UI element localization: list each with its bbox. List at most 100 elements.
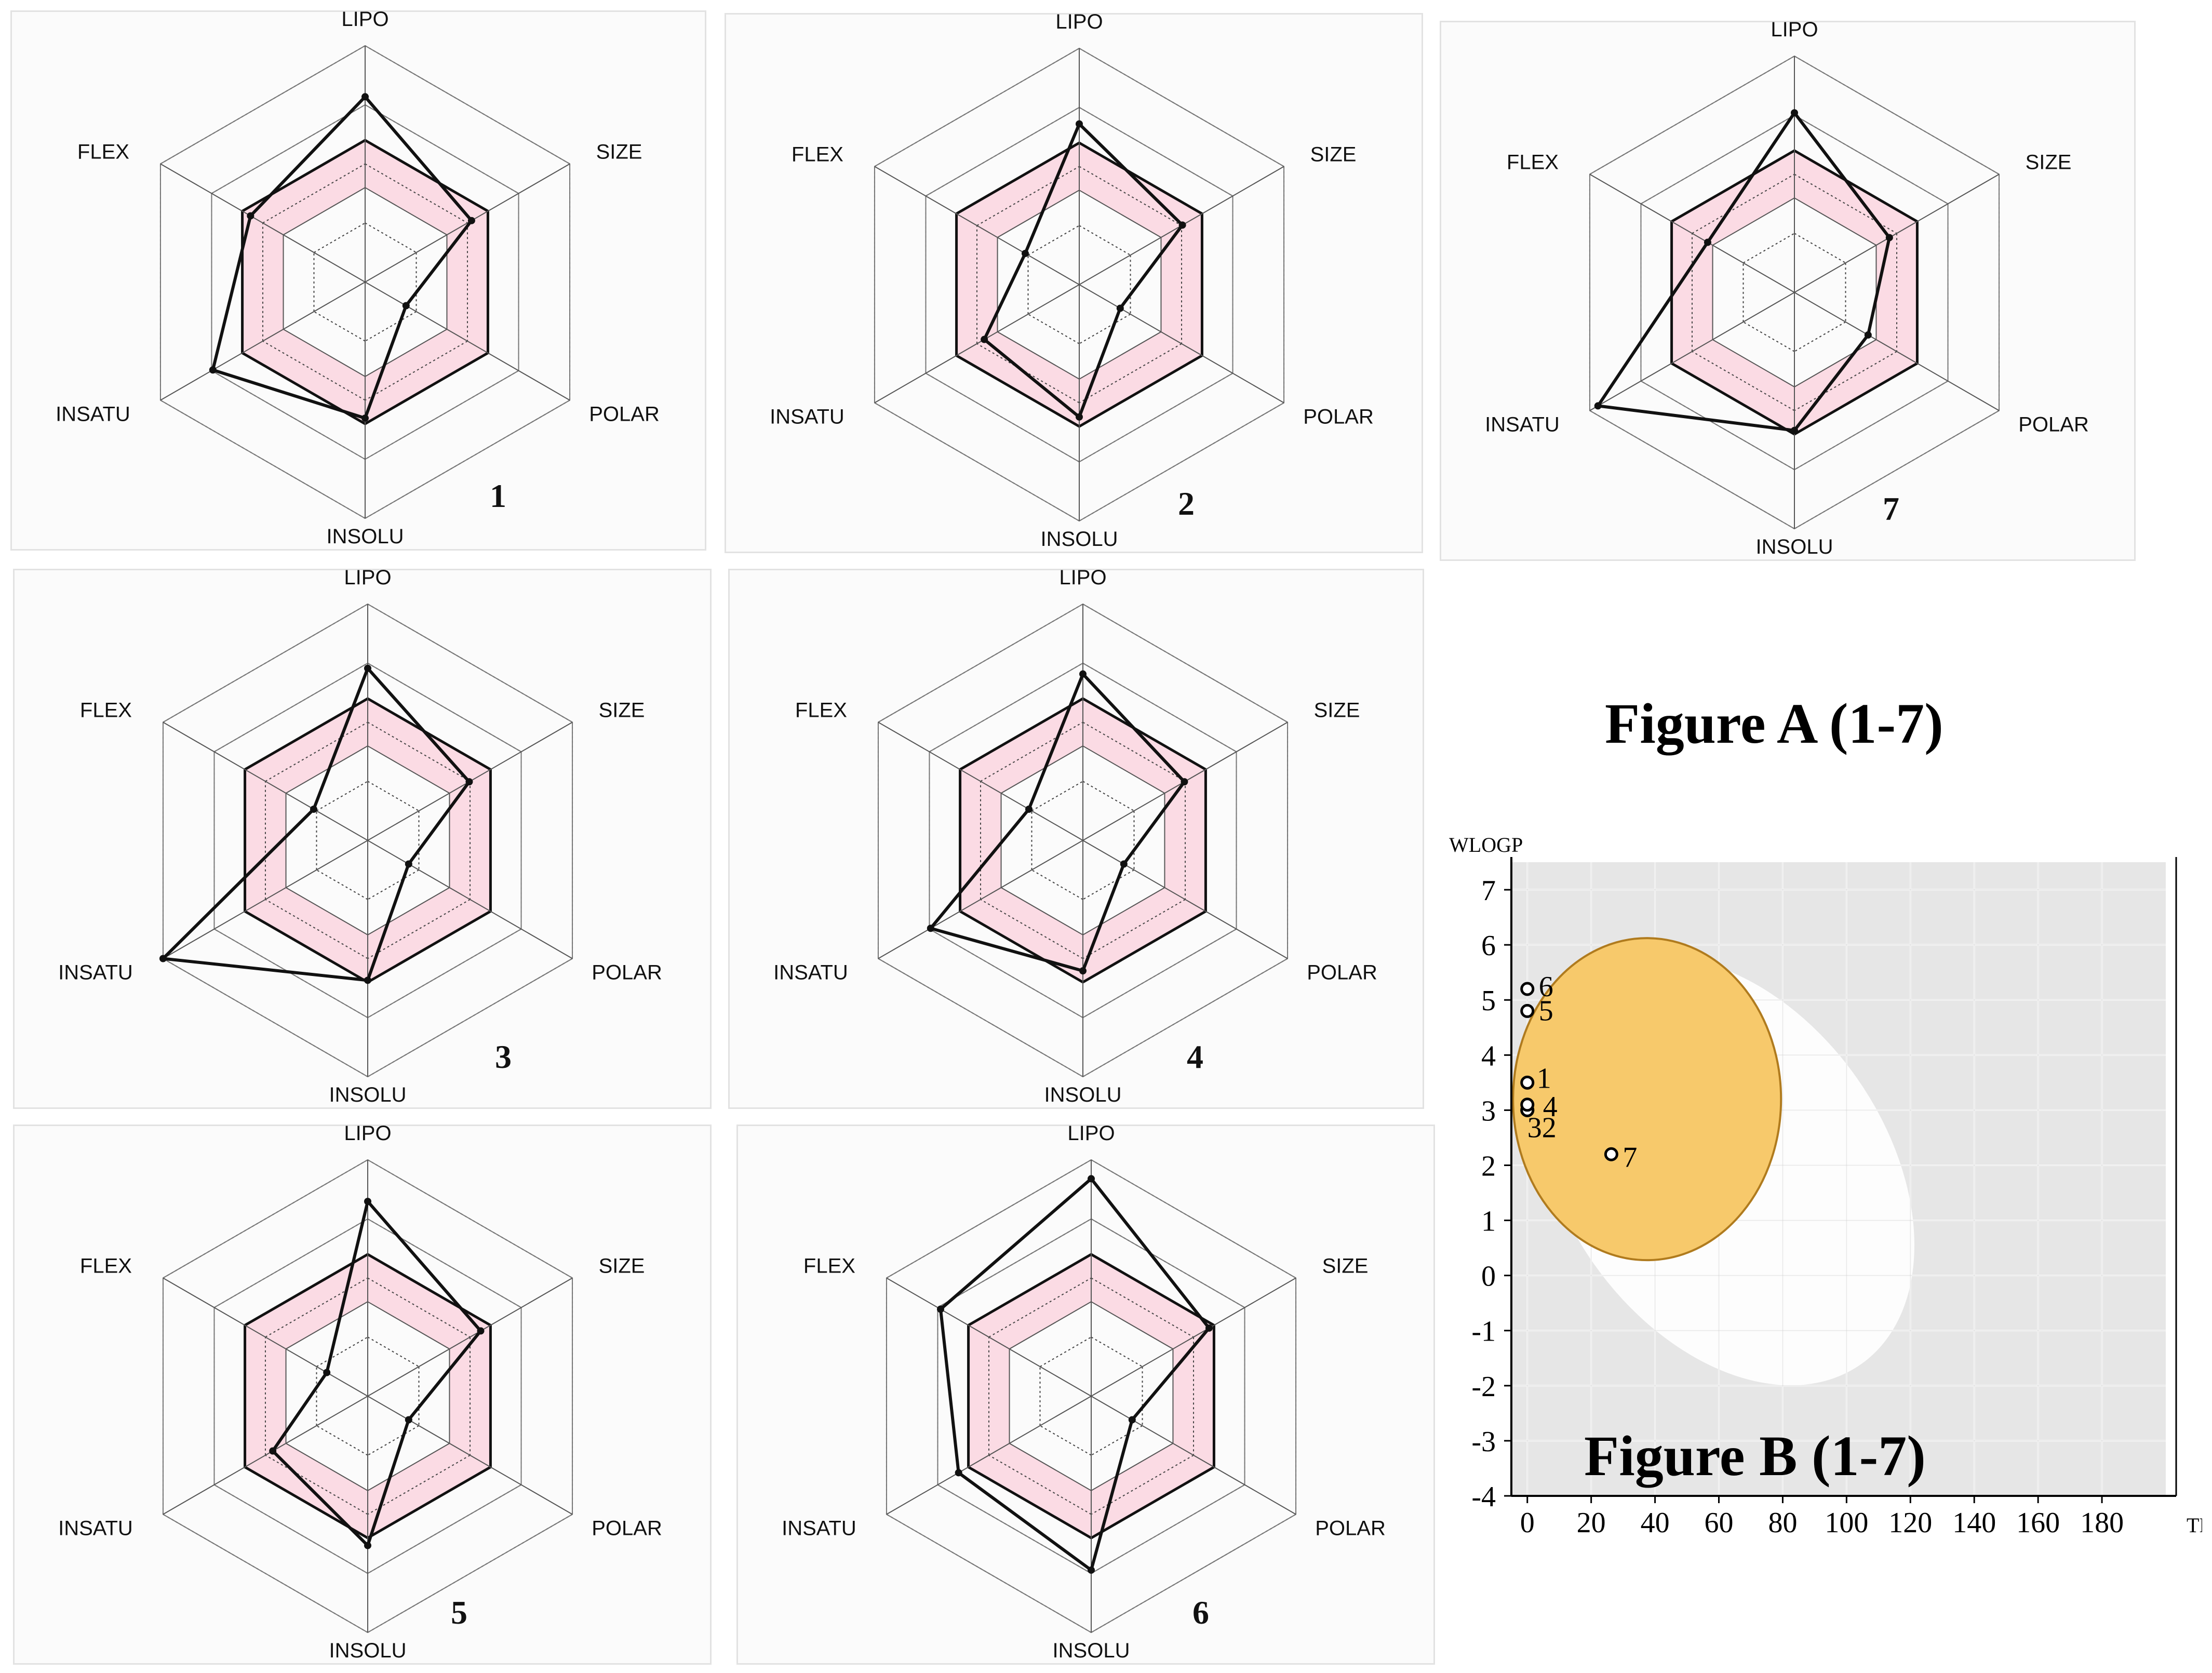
grid-ring-segment xyxy=(365,311,417,342)
y-tick-label: 3 xyxy=(1481,1095,1496,1127)
y-tick-label: 0 xyxy=(1481,1261,1496,1293)
radar-data-point xyxy=(1120,860,1128,868)
y-tick-label: -1 xyxy=(1471,1316,1496,1348)
axis-label-flex: FLEX xyxy=(80,1255,132,1278)
grid-ring-segment xyxy=(1742,322,1795,352)
region-egg-yolk xyxy=(1512,937,1782,1262)
axis-label-size: SIZE xyxy=(2026,151,2072,174)
radar-data-point xyxy=(465,778,473,786)
axis-label-flex: FLEX xyxy=(792,143,843,166)
scatter-point-4 xyxy=(1520,1098,1535,1112)
radar-data-point xyxy=(1864,331,1872,339)
radar-chart-3: LIPO SIZE POLAR INSOLU INSATU FLEX xyxy=(58,566,662,1106)
radar-data-point xyxy=(1181,778,1188,786)
grid-ring-segment xyxy=(367,781,420,811)
radar-panel-5: LIPO SIZE POLAR INSOLU INSATU FLEX 5 xyxy=(13,1122,712,1665)
radar-data-point xyxy=(209,366,217,374)
axis-label-insatu: INSATU xyxy=(773,961,848,984)
optimal-range-band xyxy=(968,1254,1214,1538)
axis-label-size: SIZE xyxy=(1322,1255,1369,1278)
grid-ring-segment xyxy=(316,1336,368,1367)
grid-ring-segment xyxy=(262,340,366,401)
radar-data-point xyxy=(1885,234,1893,242)
scatter-point-5 xyxy=(1520,1003,1535,1018)
radar-data-point xyxy=(361,93,369,101)
radar-data-point xyxy=(1021,249,1029,257)
radar-data-point xyxy=(310,805,317,813)
axis-label-lipo: LIPO xyxy=(1771,18,1818,41)
radar-chart-5: LIPO SIZE POLAR INSOLU INSATU FLEX xyxy=(58,1122,662,1662)
axis-label-lipo: LIPO xyxy=(1059,566,1106,589)
scatter-point-label-1: 1 xyxy=(1537,1062,1551,1094)
radar-data-point xyxy=(1025,805,1033,813)
radar-panel-4: LIPO SIZE POLAR INSOLU INSATU FLEX 4 xyxy=(728,566,1424,1109)
axis-label-polar: POLAR xyxy=(592,961,662,984)
radar-panel-1: LIPO SIZE POLAR INSOLU INSATU FLEX 1 xyxy=(10,8,706,551)
grid-ring-segment xyxy=(313,311,366,342)
axis-label-insatu: INSATU xyxy=(770,406,844,429)
radar-data-point xyxy=(1079,670,1087,678)
x-tick-label: 60 xyxy=(1705,1507,1734,1537)
axis-label-lipo: LIPO xyxy=(344,566,391,589)
radar-data-point xyxy=(405,1416,412,1424)
radar-spoke xyxy=(1079,284,1284,404)
grid-ring-segment xyxy=(367,1425,420,1456)
grid-ring-segment xyxy=(1027,225,1080,256)
radar-spoke xyxy=(874,284,1080,404)
axis-label-flex: FLEX xyxy=(1507,151,1559,174)
axis-label-insolu: INSOLU xyxy=(1044,1083,1122,1106)
axis-label-lipo: LIPO xyxy=(341,8,388,31)
axis-label-insolu: INSOLU xyxy=(1756,536,1833,558)
scatter-point-1 xyxy=(1520,1075,1535,1090)
grid-ring-segment xyxy=(1079,166,1182,226)
radar-data-point xyxy=(1116,304,1124,312)
radar-spoke xyxy=(1091,1277,1296,1397)
grid-ring-segment xyxy=(1742,233,1795,263)
y-axis-label: WLOGP xyxy=(1449,833,1523,856)
radar-data-point xyxy=(364,1198,371,1206)
axis-label-polar: POLAR xyxy=(1315,1517,1386,1540)
grid-ring-segment xyxy=(1039,1336,1092,1367)
y-tick-label: -2 xyxy=(1471,1371,1496,1403)
radar-data-point xyxy=(1205,1324,1213,1332)
radar-data-point xyxy=(1088,1566,1095,1574)
grid-ring-segment xyxy=(1794,351,1897,411)
optimal-range-band xyxy=(245,1254,491,1538)
radar-spoke xyxy=(365,163,570,283)
grid-ring-segment xyxy=(265,721,368,782)
grid-ring-segment xyxy=(1091,1425,1143,1456)
grid-ring-segment xyxy=(316,869,368,900)
grid-ring-segment xyxy=(365,222,417,253)
grid-ring-segment xyxy=(1027,314,1080,344)
axis-label-insatu: INSATU xyxy=(58,1517,133,1540)
radar-spoke xyxy=(160,163,366,283)
x-tick-label: 0 xyxy=(1520,1507,1535,1537)
radar-data-point xyxy=(1076,413,1083,421)
axis-label-size: SIZE xyxy=(1310,143,1357,166)
radar-data-point xyxy=(269,1447,277,1455)
y-tick-label: -4 xyxy=(1471,1481,1496,1513)
radar-spoke xyxy=(886,1396,1092,1515)
radar-label-6: 6 xyxy=(1192,1594,1209,1631)
radar-spoke xyxy=(163,840,368,959)
grid-ring-segment xyxy=(316,781,368,811)
axis-label-lipo: LIPO xyxy=(1055,10,1103,33)
radar-spoke xyxy=(163,1277,368,1397)
x-tick-label: 120 xyxy=(1888,1507,1932,1537)
axis-label-insatu: INSATU xyxy=(58,961,133,984)
scatter-point-label-7: 7 xyxy=(1623,1141,1637,1173)
radar-spoke xyxy=(163,721,368,841)
radar-data-point xyxy=(364,1542,371,1549)
x-tick-label: 160 xyxy=(2016,1507,2060,1537)
grid-ring-segment xyxy=(367,721,471,782)
radar-label-3: 3 xyxy=(495,1038,512,1075)
axis-label-flex: FLEX xyxy=(77,141,129,164)
optimal-range-band xyxy=(245,699,491,982)
radar-data-point xyxy=(364,976,371,984)
grid-ring-segment xyxy=(1079,314,1131,344)
scatter-point-label-6: 6 xyxy=(1539,971,1553,1003)
radar-spoke xyxy=(1794,292,2000,411)
radar-chart-2: LIPO SIZE POLAR INSOLU INSATU FLEX xyxy=(770,10,1374,551)
x-tick-label: 40 xyxy=(1641,1507,1670,1537)
radar-panel-6: LIPO SIZE POLAR INSOLU INSATU FLEX 6 xyxy=(736,1122,1435,1665)
